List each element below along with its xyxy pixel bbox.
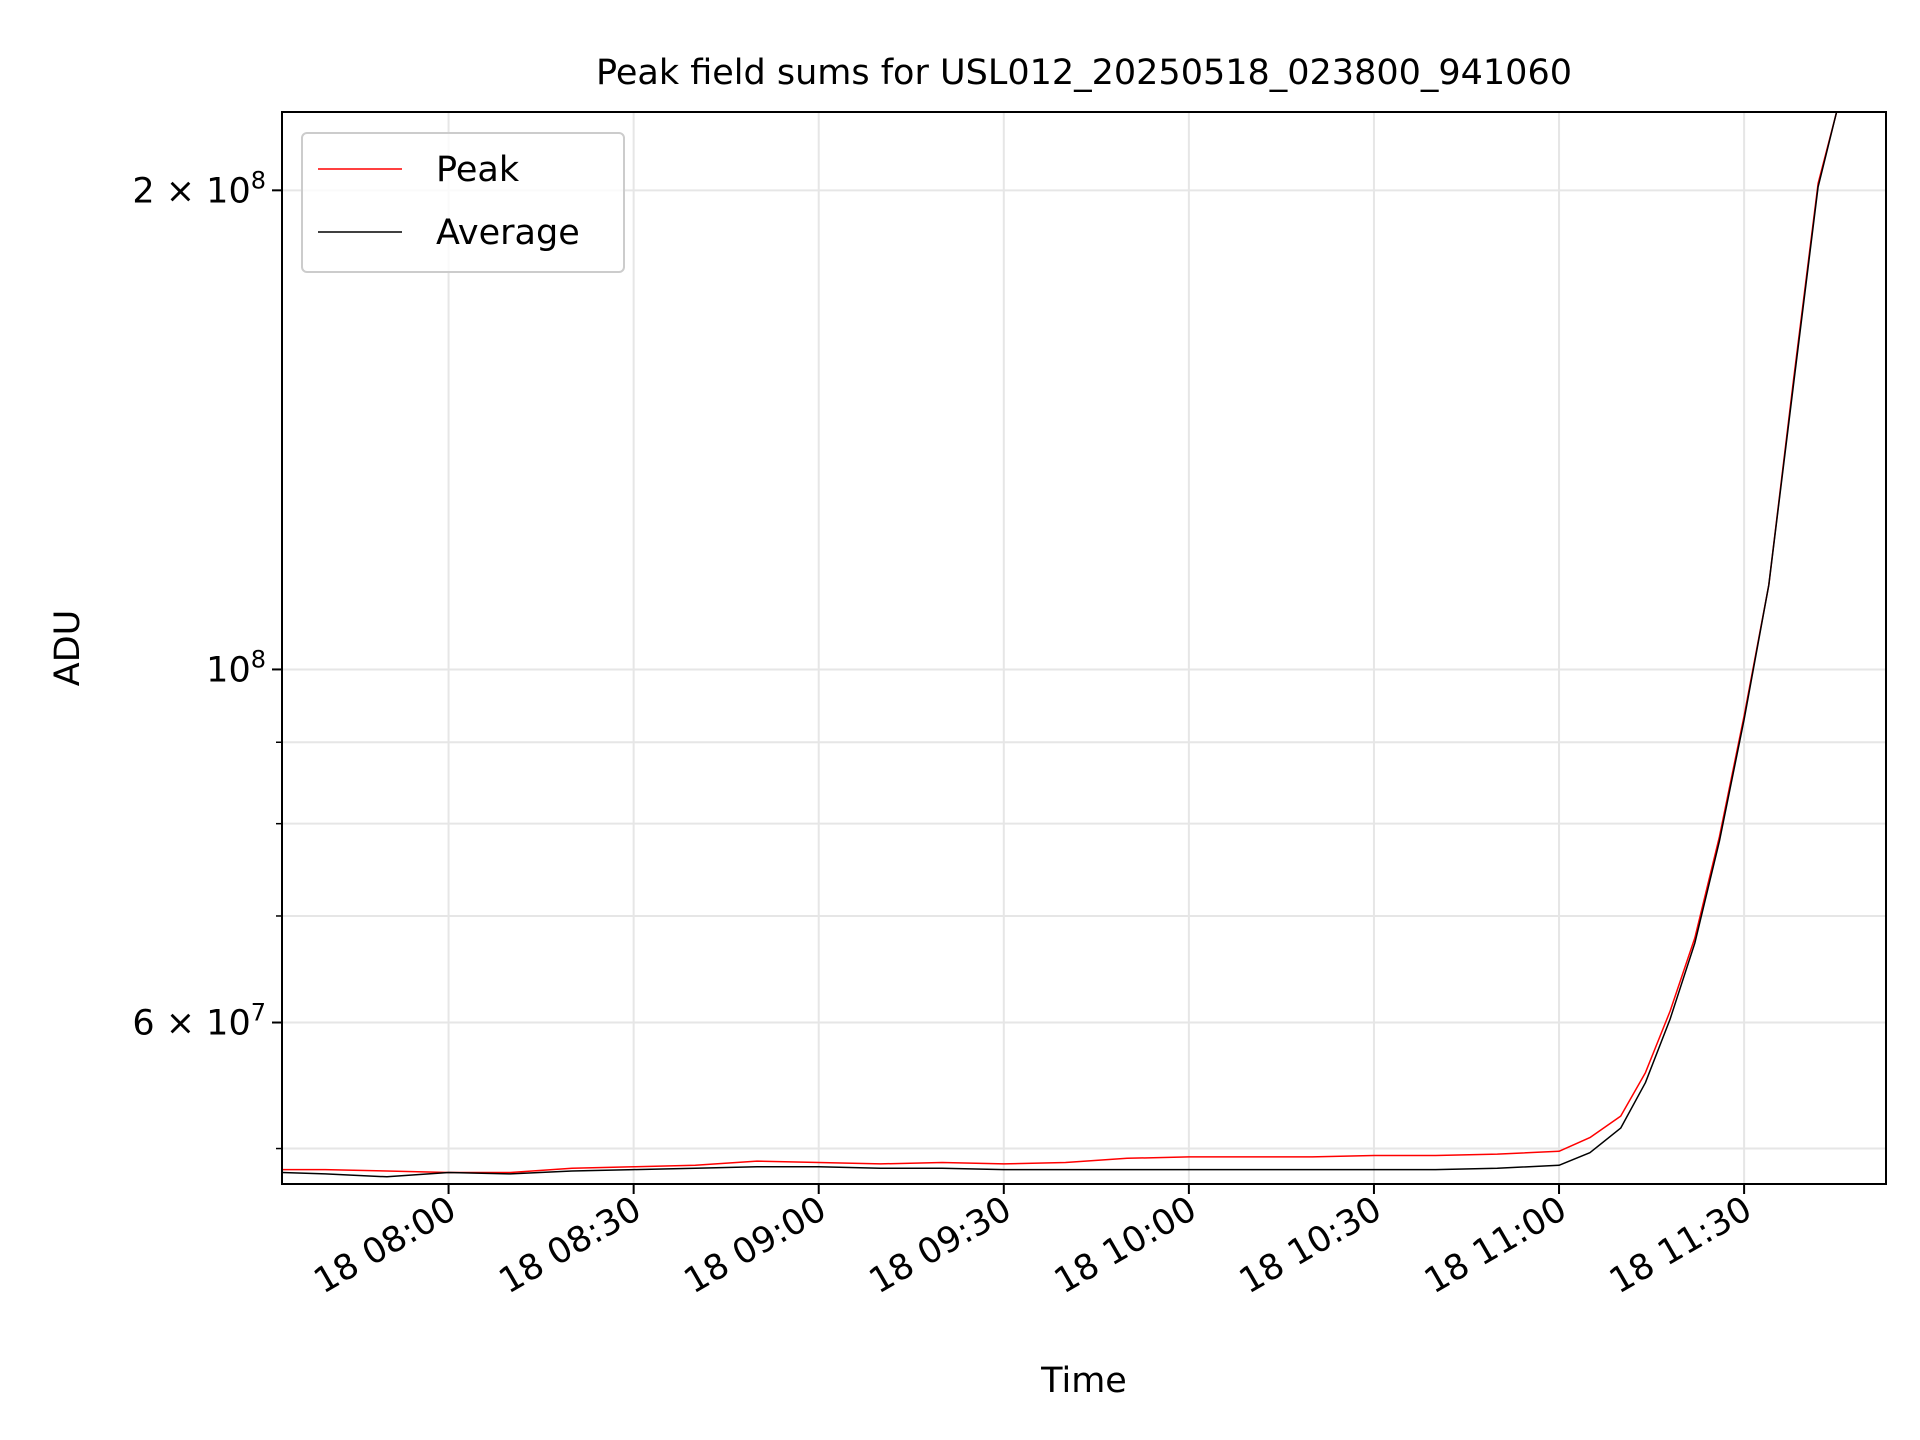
x-axis-label: Time: [1040, 1361, 1127, 1401]
legend: Peak Average: [301, 132, 625, 273]
y-tick-mantissa: 6 ×: [132, 1004, 206, 1044]
x-tick-label: 18 08:30: [493, 1189, 649, 1302]
x-tick-label: 18 11:30: [1603, 1189, 1759, 1302]
y-axis-label: ADU: [48, 610, 88, 687]
x-tick-label: 18 08:00: [308, 1189, 464, 1302]
y-tick-label: 6 × 107: [132, 999, 266, 1044]
series-layer: [282, 112, 1838, 1178]
y-tick-base: 10: [206, 1004, 251, 1044]
y-tick-base: 10: [206, 650, 251, 690]
y-tick-exponent: 8: [251, 166, 266, 194]
y-tick-base: 10: [206, 171, 251, 211]
y-tick-label: 108: [206, 645, 266, 690]
x-tick-label: 18 09:30: [863, 1189, 1019, 1302]
legend-label-average: Average: [436, 213, 580, 253]
series-line-peak: [282, 112, 1838, 1174]
plot-frame: [281, 111, 1887, 1185]
legend-label-peak: Peak: [436, 150, 520, 190]
series-line-average: [282, 112, 1838, 1178]
x-tick-label: 18 10:00: [1048, 1189, 1204, 1302]
chart-title: Peak field sums for USL012_20250518_0238…: [596, 53, 1572, 93]
y-tick-mantissa: 2 ×: [132, 171, 206, 211]
y-tick-exponent: 7: [251, 999, 266, 1027]
legend-box: [301, 132, 625, 273]
x-tick-label: 18 09:00: [678, 1189, 834, 1302]
x-tick-label: 18 10:30: [1233, 1189, 1389, 1302]
x-tick-label: 18 11:00: [1418, 1189, 1574, 1302]
x-axis: 18 08:00 18 08:30 18 09:00 18 09:30 18 10:00…: [308, 1184, 1759, 1302]
y-tick-exponent: 8: [251, 645, 266, 673]
y-tick-label: 2 × 108: [132, 166, 266, 211]
